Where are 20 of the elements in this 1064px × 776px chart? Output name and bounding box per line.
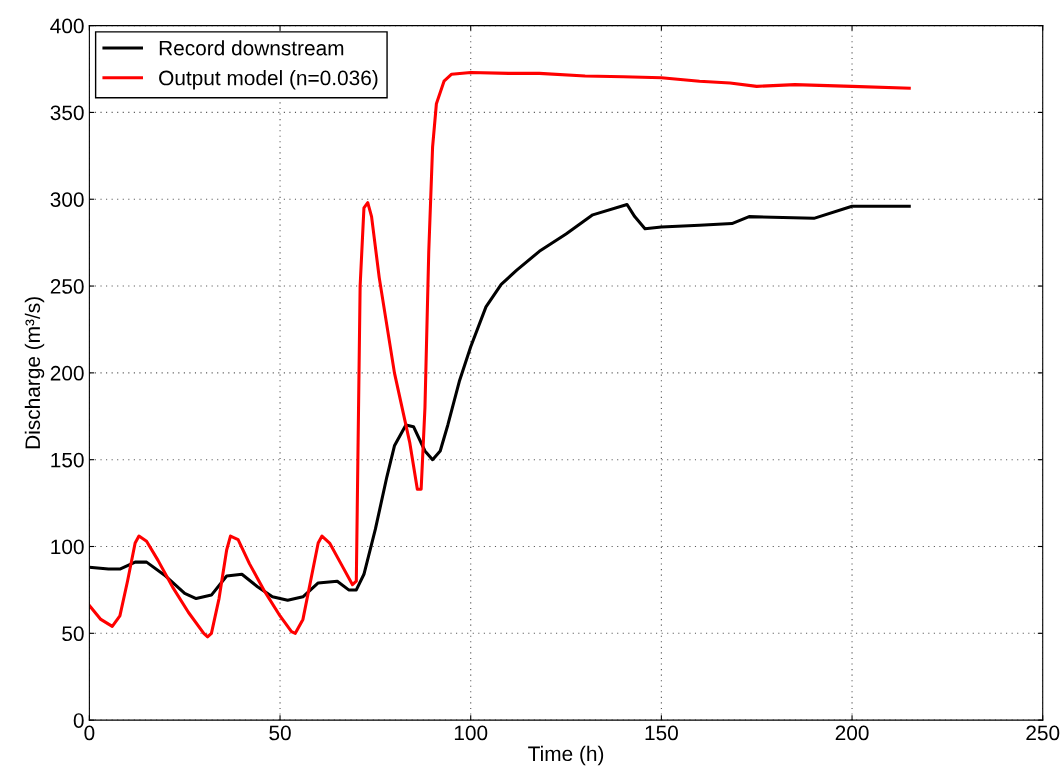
y-tick-label: 50 — [62, 626, 84, 642]
x-tick-label: 100 — [454, 725, 488, 741]
y-tick-label: 400 — [50, 18, 84, 34]
x-axis-title: Time (h) — [528, 745, 604, 766]
x-tick-label: 0 — [84, 725, 95, 741]
y-tick-label: 100 — [51, 539, 84, 555]
y-tick-label: 150 — [51, 452, 84, 468]
x-tick-label: 50 — [269, 725, 291, 741]
y-tick-label: 350 — [50, 105, 84, 121]
x-tick-label: 150 — [645, 725, 678, 741]
x-tick-label: 250 — [1026, 725, 1060, 741]
legend-label: Output model (n=0.036) — [159, 70, 378, 90]
y-tick-label: 200 — [50, 365, 84, 381]
y-tick-label: 0 — [73, 713, 84, 728]
y-tick-label: 250 — [50, 279, 84, 294]
y-axis-title: Discharge (m³/s) — [24, 297, 45, 449]
x-tick-label: 200 — [835, 725, 869, 741]
y-tick-label: 300 — [50, 192, 84, 207]
legend-label: Record downstream — [159, 40, 344, 56]
line-series — [89, 70, 911, 639]
